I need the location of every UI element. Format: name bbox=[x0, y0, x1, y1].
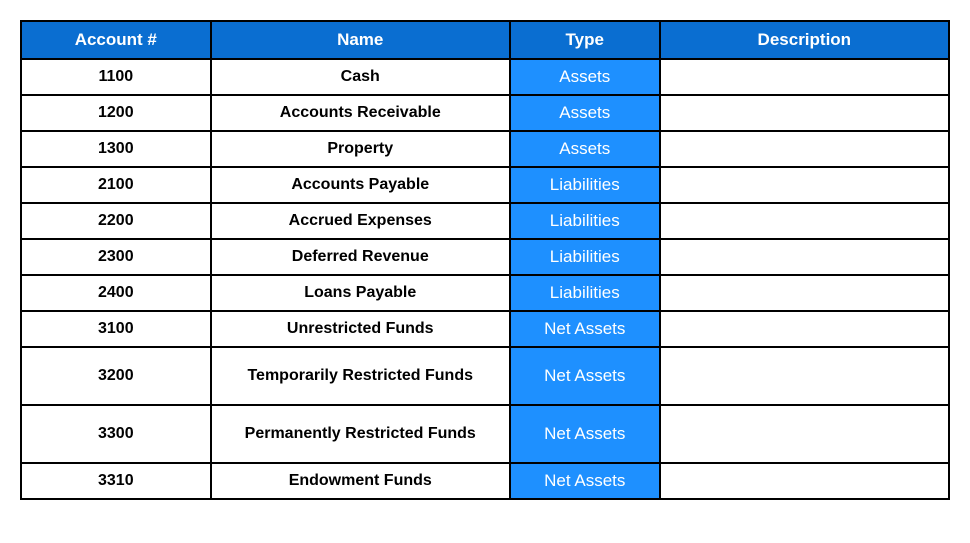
header-description: Description bbox=[660, 21, 949, 59]
cell-text-account: 3300 bbox=[98, 425, 134, 442]
cell-text-account: 2200 bbox=[98, 212, 134, 229]
table-row: 2100 Accounts Payable Liabilities bbox=[21, 167, 949, 203]
cell-text-account: 3100 bbox=[98, 320, 134, 337]
table-row: 2200 Accrued Expenses Liabilities bbox=[21, 203, 949, 239]
table-row: 1300 Property Assets bbox=[21, 131, 949, 167]
cell-name: Loans Payable bbox=[211, 275, 510, 311]
cell-description bbox=[660, 275, 949, 311]
table-row: 2300 Deferred Revenue Liabilities bbox=[21, 239, 949, 275]
cell-text-type: Liabilities bbox=[550, 211, 620, 230]
cell-account: 3310 bbox=[21, 463, 211, 499]
cell-name: Cash bbox=[211, 59, 510, 95]
cell-description bbox=[660, 131, 949, 167]
cell-type: Net Assets bbox=[510, 463, 660, 499]
cell-text-name: Property bbox=[327, 140, 393, 157]
table-row: 3100 Unrestricted Funds Net Assets bbox=[21, 311, 949, 347]
cell-description bbox=[660, 463, 949, 499]
cell-description bbox=[660, 405, 949, 463]
cell-account: 1100 bbox=[21, 59, 211, 95]
cell-text-type: Assets bbox=[559, 67, 610, 86]
cell-text-name: Cash bbox=[341, 68, 380, 85]
cell-type: Assets bbox=[510, 95, 660, 131]
cell-text-type: Net Assets bbox=[544, 471, 625, 490]
cell-text-name: Unrestricted Funds bbox=[287, 320, 434, 337]
cell-text-account: 3200 bbox=[98, 367, 134, 384]
cell-description bbox=[660, 347, 949, 405]
cell-text-name: Accounts Receivable bbox=[280, 104, 441, 121]
header-label-name: Name bbox=[337, 30, 383, 49]
table-body: 1100 Cash Assets 1200 Accounts Receivable Ass… bbox=[21, 59, 949, 499]
cell-text-name: Accounts Payable bbox=[291, 176, 429, 193]
cell-name: Endowment Funds bbox=[211, 463, 510, 499]
cell-type: Liabilities bbox=[510, 239, 660, 275]
cell-text-type: Net Assets bbox=[544, 319, 625, 338]
cell-text-name: Loans Payable bbox=[304, 284, 416, 301]
cell-name: Accrued Expenses bbox=[211, 203, 510, 239]
cell-name: Temporarily Restricted Funds bbox=[211, 347, 510, 405]
cell-description bbox=[660, 239, 949, 275]
cell-text-account: 1300 bbox=[98, 140, 134, 157]
cell-text-type: Net Assets bbox=[544, 366, 625, 385]
table-row: 3300 Permanently Restricted Funds Net Asse… bbox=[21, 405, 949, 463]
cell-text-name: Accrued Expenses bbox=[289, 212, 432, 229]
cell-text-account: 2100 bbox=[98, 176, 134, 193]
cell-account: 3300 bbox=[21, 405, 211, 463]
cell-name: Accounts Receivable bbox=[211, 95, 510, 131]
cell-account: 1200 bbox=[21, 95, 211, 131]
cell-text-account: 1200 bbox=[98, 104, 134, 121]
cell-text-account: 1100 bbox=[98, 68, 133, 85]
cell-type: Liabilities bbox=[510, 167, 660, 203]
table-row: 1200 Accounts Receivable Assets bbox=[21, 95, 949, 131]
cell-text-account: 3310 bbox=[98, 472, 134, 489]
accounts-table: Account # Name Type Description 1100 Cash Ass… bbox=[20, 20, 950, 500]
cell-description bbox=[660, 311, 949, 347]
table-header-row: Account # Name Type Description bbox=[21, 21, 949, 59]
cell-account: 1300 bbox=[21, 131, 211, 167]
cell-text-type: Assets bbox=[559, 103, 610, 122]
cell-name: Deferred Revenue bbox=[211, 239, 510, 275]
cell-description bbox=[660, 203, 949, 239]
header-label-description: Description bbox=[758, 30, 852, 49]
header-label-account: Account # bbox=[75, 30, 157, 49]
cell-text-type: Liabilities bbox=[550, 283, 620, 302]
header-name: Name bbox=[211, 21, 510, 59]
header-type: Type bbox=[510, 21, 660, 59]
cell-name: Property bbox=[211, 131, 510, 167]
cell-type: Assets bbox=[510, 59, 660, 95]
cell-description bbox=[660, 95, 949, 131]
cell-name: Permanently Restricted Funds bbox=[211, 405, 510, 463]
cell-text-name: Permanently Restricted Funds bbox=[245, 425, 476, 442]
cell-type: Liabilities bbox=[510, 275, 660, 311]
cell-text-type: Liabilities bbox=[550, 247, 620, 266]
cell-text-type: Liabilities bbox=[550, 175, 620, 194]
header-label-type: Type bbox=[566, 30, 604, 49]
cell-name: Unrestricted Funds bbox=[211, 311, 510, 347]
cell-type: Assets bbox=[510, 131, 660, 167]
table-row: 1100 Cash Assets bbox=[21, 59, 949, 95]
cell-text-name: Deferred Revenue bbox=[292, 248, 429, 265]
cell-account: 3100 bbox=[21, 311, 211, 347]
table-row: 3310 Endowment Funds Net Assets bbox=[21, 463, 949, 499]
cell-name: Accounts Payable bbox=[211, 167, 510, 203]
cell-text-account: 2300 bbox=[98, 248, 134, 265]
cell-type: Net Assets bbox=[510, 347, 660, 405]
cell-account: 2300 bbox=[21, 239, 211, 275]
cell-account: 2400 bbox=[21, 275, 211, 311]
cell-type: Net Assets bbox=[510, 405, 660, 463]
cell-text-name: Endowment Funds bbox=[289, 472, 432, 489]
table-row: 2400 Loans Payable Liabilities bbox=[21, 275, 949, 311]
cell-account: 3200 bbox=[21, 347, 211, 405]
cell-text-name: Temporarily Restricted Funds bbox=[247, 367, 473, 384]
cell-account: 2200 bbox=[21, 203, 211, 239]
cell-account: 2100 bbox=[21, 167, 211, 203]
cell-description bbox=[660, 59, 949, 95]
cell-text-type: Assets bbox=[559, 139, 610, 158]
cell-text-account: 2400 bbox=[98, 284, 134, 301]
cell-description bbox=[660, 167, 949, 203]
cell-type: Liabilities bbox=[510, 203, 660, 239]
cell-text-type: Net Assets bbox=[544, 424, 625, 443]
cell-type: Net Assets bbox=[510, 311, 660, 347]
header-account: Account # bbox=[21, 21, 211, 59]
table-row: 3200 Temporarily Restricted Funds Net Asse… bbox=[21, 347, 949, 405]
